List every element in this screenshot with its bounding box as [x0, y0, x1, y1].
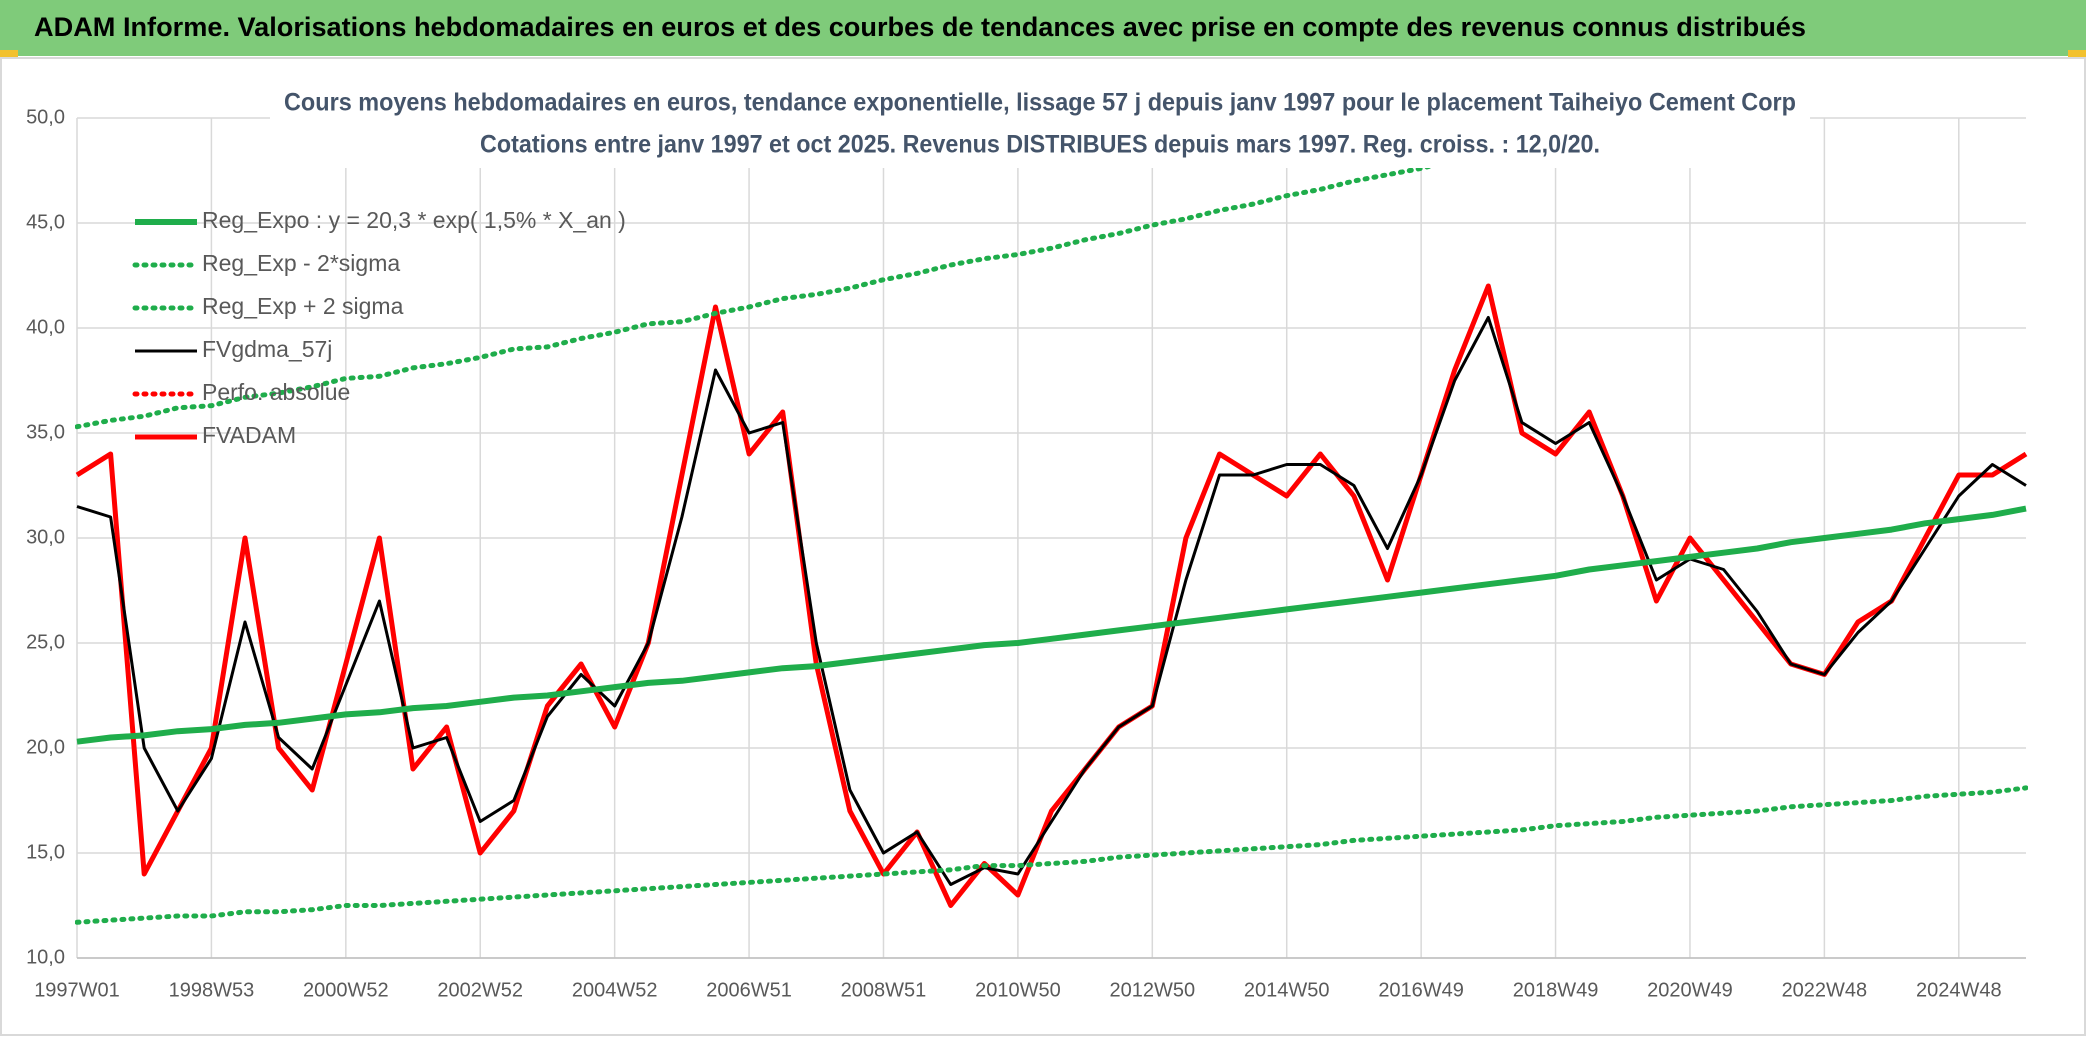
- y-tick-label: 25,0: [26, 631, 65, 653]
- y-tick-label: 20,0: [26, 736, 65, 758]
- chart-title: Cours moyens hebdomadaires en euros, ten…: [284, 89, 1796, 117]
- header-bar: [0, 0, 2086, 56]
- x-tick-label: 1997W01: [34, 979, 120, 1001]
- x-tick-label: 2012W50: [1109, 979, 1195, 1001]
- legend-label: Perfo. absolue: [202, 379, 350, 405]
- y-tick-label: 30,0: [26, 526, 65, 548]
- x-tick-label: 2022W48: [1782, 979, 1868, 1001]
- x-tick-label: 1998W53: [169, 979, 255, 1001]
- y-tick-label: 50,0: [26, 106, 65, 128]
- x-tick-label: 2000W52: [303, 979, 389, 1001]
- x-tick-label: 2024W48: [1916, 979, 2002, 1001]
- corner-mark: [2068, 50, 2086, 58]
- x-tick-label: 2006W51: [706, 979, 792, 1001]
- y-tick-label: 45,0: [26, 211, 65, 233]
- y-tick-label: 35,0: [26, 421, 65, 443]
- corner-mark: [0, 50, 18, 58]
- x-tick-label: 2008W51: [841, 979, 927, 1001]
- chart-subtitle: Cotations entre janv 1997 et oct 2025. R…: [480, 131, 1600, 159]
- title-box: [270, 82, 1810, 168]
- legend-label: Reg_Exp + 2 sigma: [202, 293, 404, 319]
- series-line: [76, 505, 2027, 745]
- legend-label: FVADAM: [202, 422, 296, 448]
- y-tick-label: 15,0: [26, 841, 65, 863]
- legend-label: Reg_Expo : y = 20,3 * exp( 1,5% * X_an ): [202, 207, 626, 233]
- legend: Reg_Expo : y = 20,3 * exp( 1,5% * X_an )…: [132, 207, 626, 448]
- series-line: [75, 785, 2028, 925]
- x-tick-label: 2016W49: [1378, 979, 1464, 1001]
- x-tick-label: 2018W49: [1513, 979, 1599, 1001]
- legend-label: FVgdma_57j: [202, 336, 332, 362]
- y-tick-label: 40,0: [26, 316, 65, 338]
- x-tick-label: 2004W52: [572, 979, 658, 1001]
- x-tick-label: 2020W49: [1647, 979, 1733, 1001]
- series-line: [76, 316, 2027, 886]
- legend-label: Reg_Exp - 2*sigma: [202, 250, 400, 276]
- x-tick-label: 2010W50: [975, 979, 1061, 1001]
- header-title: ADAM Informe. Valorisations hebdomadaire…: [34, 12, 1806, 42]
- y-tick-label: 10,0: [26, 946, 65, 968]
- x-tick-label: 2002W52: [437, 979, 523, 1001]
- series-line: [75, 114, 1658, 430]
- series-line: [75, 283, 2028, 908]
- x-tick-label: 2014W50: [1244, 979, 1330, 1001]
- chart-border: [0, 57, 2086, 1036]
